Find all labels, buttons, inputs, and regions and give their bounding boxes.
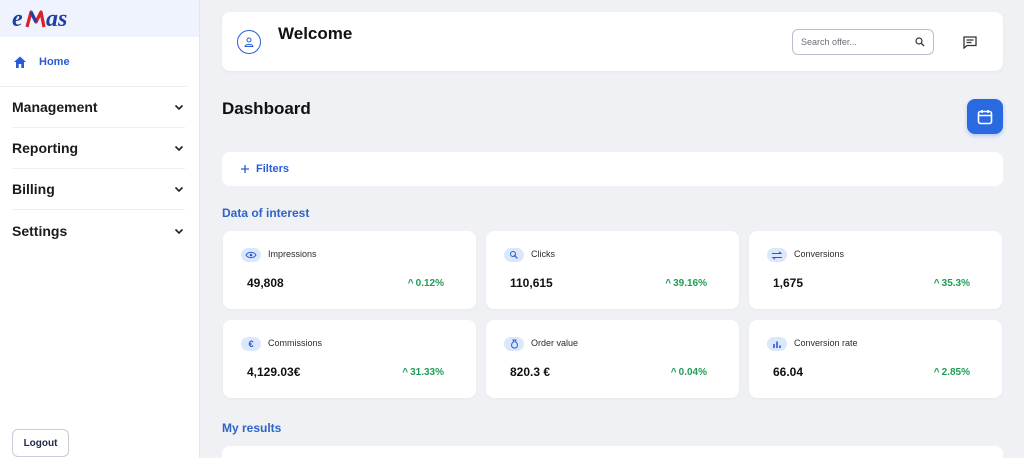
- section-title-data: Data of interest: [222, 206, 310, 220]
- kpi-delta-value: 2.85%: [941, 367, 970, 378]
- sidebar-item-reporting[interactable]: Reporting: [12, 128, 185, 169]
- kpi-delta-value: 31.33%: [410, 367, 444, 378]
- trend-up-icon: ^: [665, 278, 672, 289]
- kpi-delta: ^ 2.85%: [934, 367, 970, 378]
- chat-icon[interactable]: [963, 36, 977, 49]
- chevron-down-icon: [173, 142, 185, 154]
- kpi-value: 110,615: [510, 276, 553, 290]
- kpi-value: 49,808: [247, 276, 284, 290]
- trend-up-icon: ^: [407, 278, 414, 289]
- sidebar-item-management[interactable]: Management: [12, 87, 185, 128]
- eye-icon: [241, 248, 261, 262]
- sidebar: e as Home Management Reporting Billing S…: [0, 0, 200, 458]
- kpi-label: Order value: [531, 338, 579, 348]
- search-icon[interactable]: [915, 37, 925, 47]
- sidebar-item-home[interactable]: Home: [0, 37, 187, 87]
- kpi-delta: ^ 0.12%: [408, 278, 444, 289]
- calendar-button[interactable]: [967, 99, 1003, 134]
- click-icon: [504, 248, 524, 262]
- plus-icon: [240, 164, 250, 174]
- header-bar: Welcome: [222, 12, 1003, 71]
- kpi-label: Impressions: [268, 249, 317, 259]
- logo-bar: e as: [0, 0, 199, 37]
- sidebar-item-label: Settings: [12, 222, 68, 239]
- user-circle-icon[interactable]: [237, 30, 261, 54]
- logout-button[interactable]: Logout: [12, 429, 69, 457]
- money-bag-icon: [504, 337, 524, 351]
- trend-up-icon: ^: [670, 367, 677, 378]
- kpi-value: 1,675: [773, 276, 804, 290]
- kpi-card-clicks: Clicks 110,615 ^ 39.16%: [486, 231, 739, 309]
- kpi-card-order-value: Order value 820.3 € ^ 0.04%: [486, 320, 739, 398]
- emas-logo[interactable]: e as: [12, 6, 92, 32]
- kpi-delta: ^ 0.04%: [671, 367, 707, 378]
- kpi-delta: ^ 35.3%: [934, 278, 970, 289]
- kpi-card-impressions: Impressions 49,808 ^ 0.12%: [223, 231, 476, 309]
- kpi-delta-value: 0.04%: [678, 367, 707, 378]
- search-box[interactable]: [792, 29, 934, 55]
- sidebar-item-settings[interactable]: Settings: [12, 210, 185, 251]
- kpi-card-conversion-rate: Conversion rate 66.04 ^ 2.85%: [749, 320, 1002, 398]
- filters-toggle[interactable]: Filters: [222, 152, 1003, 186]
- kpi-delta: ^ 39.16%: [665, 278, 707, 289]
- sidebar-item-label: Management: [12, 99, 98, 115]
- bar-chart-icon: [767, 337, 787, 351]
- kpi-value: 66.04: [773, 365, 804, 379]
- filters-label: Filters: [256, 163, 290, 175]
- kpi-label: Clicks: [531, 249, 555, 259]
- kpi-label: Conversion rate: [794, 338, 858, 348]
- kpi-card-conversions: Conversions 1,675 ^ 35.3%: [749, 231, 1002, 309]
- chevron-down-icon: [173, 183, 185, 195]
- kpi-delta-value: 39.16%: [673, 278, 707, 289]
- sidebar-item-billing[interactable]: Billing: [12, 169, 185, 210]
- chevron-down-icon: [173, 101, 185, 113]
- sidebar-item-label: Billing: [12, 181, 55, 197]
- section-title-results: My results: [222, 421, 282, 435]
- kpi-card-commissions: € Commissions 4,129.03€ ^ 31.33%: [223, 320, 476, 398]
- search-input[interactable]: [801, 37, 901, 47]
- page-title: Dashboard: [222, 99, 311, 118]
- kpi-label: Conversions: [794, 249, 845, 259]
- sidebar-item-home-label: Home: [39, 55, 70, 68]
- kpi-delta-value: 0.12%: [415, 278, 444, 289]
- results-card: [222, 446, 1003, 458]
- trend-up-icon: ^: [933, 278, 940, 289]
- chevron-down-icon: [173, 225, 185, 237]
- kpi-delta-value: 35.3%: [941, 278, 970, 289]
- kpi-delta: ^ 31.33%: [402, 367, 444, 378]
- calendar-icon: [976, 108, 994, 126]
- kpi-label: Commissions: [268, 338, 323, 348]
- trend-up-icon: ^: [933, 367, 940, 378]
- euro-icon: €: [241, 337, 261, 351]
- home-icon: [13, 55, 27, 69]
- svg-text:e: e: [12, 6, 23, 32]
- trend-up-icon: ^: [402, 367, 409, 378]
- swap-icon: [767, 248, 787, 262]
- svg-text:as: as: [46, 6, 67, 32]
- kpi-value: 4,129.03€: [247, 365, 301, 379]
- welcome-title: Welcome: [278, 24, 353, 43]
- kpi-value: 820.3 €: [510, 365, 551, 379]
- sidebar-item-label: Reporting: [12, 140, 79, 156]
